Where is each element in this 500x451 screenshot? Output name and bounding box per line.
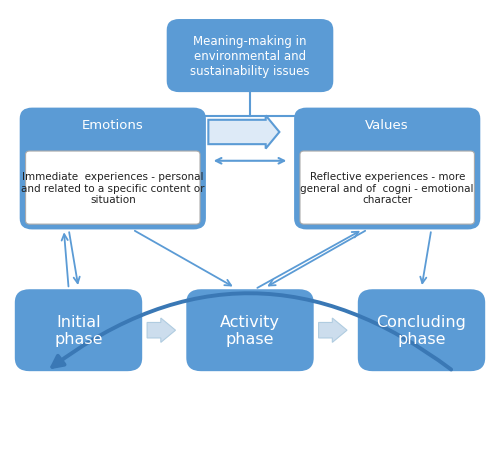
FancyBboxPatch shape <box>166 20 334 93</box>
Text: Immediate  experiences - personal
and related to a specific content or
situation: Immediate experiences - personal and rel… <box>21 171 204 205</box>
Text: Meaning-making in
environmental and
sustainability issues: Meaning-making in environmental and sust… <box>190 35 310 78</box>
FancyBboxPatch shape <box>358 290 485 371</box>
FancyBboxPatch shape <box>294 108 480 230</box>
FancyBboxPatch shape <box>15 290 142 371</box>
Text: Emotions: Emotions <box>82 119 144 132</box>
Text: Reflective experiences - more
general and of  cogni - emotional
character: Reflective experiences - more general an… <box>300 171 474 205</box>
Text: Initial
phase: Initial phase <box>54 314 103 347</box>
Text: Values: Values <box>366 119 409 132</box>
FancyBboxPatch shape <box>186 290 314 371</box>
FancyBboxPatch shape <box>300 152 474 225</box>
FancyArrow shape <box>208 116 280 149</box>
FancyBboxPatch shape <box>20 108 206 230</box>
FancyArrow shape <box>318 318 347 343</box>
Text: Activity
phase: Activity phase <box>220 314 280 347</box>
FancyArrow shape <box>147 318 176 343</box>
FancyBboxPatch shape <box>26 152 200 225</box>
Text: Concluding
phase: Concluding phase <box>376 314 466 347</box>
